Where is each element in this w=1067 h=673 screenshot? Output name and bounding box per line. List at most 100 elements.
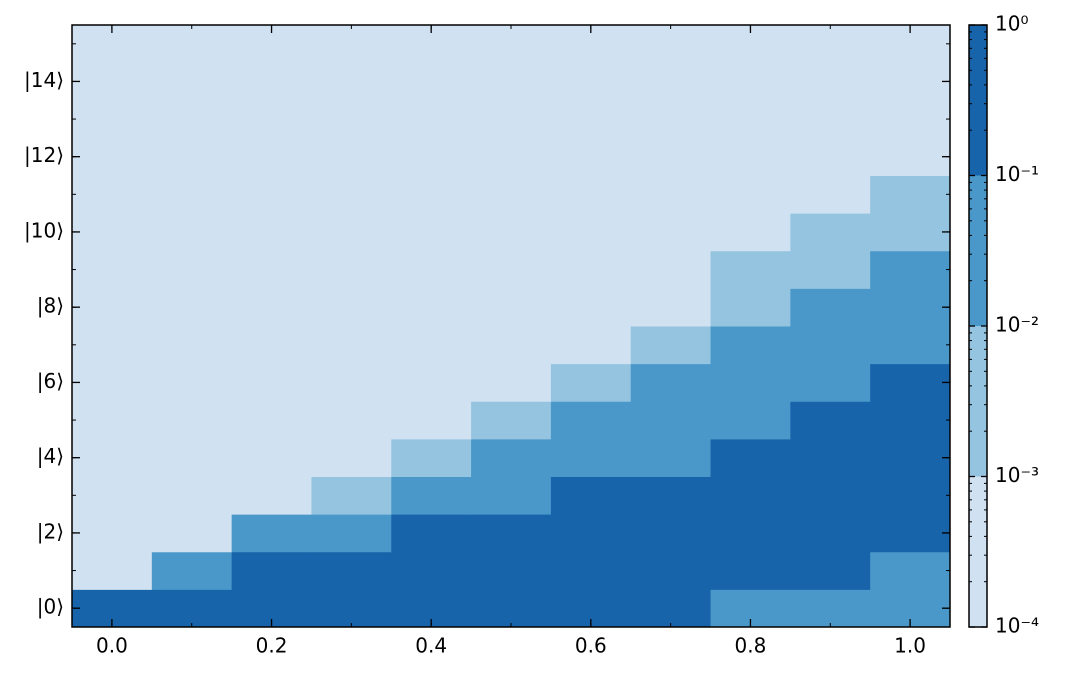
heatmap-cell (311, 363, 392, 402)
heatmap-cell (231, 213, 312, 252)
heatmap-cell (550, 175, 632, 214)
heatmap-cell (870, 175, 951, 214)
heatmap-cell (471, 100, 552, 139)
heatmap-cell (151, 62, 233, 101)
x-tick-label: 0.6 (575, 634, 607, 658)
heatmap-cell (471, 137, 552, 176)
heatmap-cell (710, 288, 791, 327)
heatmap-cell (790, 175, 871, 214)
heatmap-cell (870, 137, 951, 176)
heatmap-cell (630, 363, 712, 402)
heatmap-cell (151, 213, 233, 252)
heatmap-cell (471, 62, 552, 101)
heatmap-cell (630, 137, 712, 176)
heatmap-cell (231, 551, 312, 590)
heatmap-cell (151, 401, 233, 440)
heatmap-cell (710, 62, 791, 101)
heatmap-cell (710, 514, 791, 553)
heatmap-cell (311, 476, 392, 515)
heatmap-cell (630, 438, 712, 477)
heatmap-cell (311, 288, 392, 327)
heatmap-cell (790, 250, 871, 289)
y-tick-label: |0⟩ (37, 595, 64, 619)
heatmap-cell (231, 514, 312, 553)
heatmap-cell (231, 476, 312, 515)
heatmap-cell (550, 363, 632, 402)
heatmap-cell (790, 100, 871, 139)
heatmap-cell (630, 589, 712, 628)
heatmap-cell (471, 213, 552, 252)
heatmap-cell (630, 175, 712, 214)
heatmap-cell (72, 288, 153, 327)
heatmap-cell (710, 551, 791, 590)
heatmap-cell (710, 326, 791, 365)
heatmap-cell (391, 100, 472, 139)
heatmap-cell (151, 589, 233, 628)
heatmap-cell (630, 514, 712, 553)
heatmap-cell (790, 363, 871, 402)
x-tick-label: 0.8 (735, 634, 767, 658)
heatmap-cell (550, 62, 632, 101)
colorbar-segment (969, 326, 987, 477)
heatmap-cell (72, 401, 153, 440)
heatmap-cell (550, 137, 632, 176)
heatmap-cell (311, 551, 392, 590)
heatmap-cell (311, 100, 392, 139)
heatmap-cell (231, 363, 312, 402)
y-tick-label: |6⟩ (37, 369, 64, 393)
heatmap-cell (630, 551, 712, 590)
x-tick-label: 1.0 (894, 634, 926, 658)
heatmap-cell (630, 62, 712, 101)
heatmap-cell (870, 363, 951, 402)
heatmap-cell (870, 288, 951, 327)
heatmap-cell (471, 438, 552, 477)
heatmap-cell (630, 25, 712, 64)
heatmap-cell (471, 401, 552, 440)
heatmap-cell (550, 514, 632, 553)
heatmap-cell (72, 250, 153, 289)
heatmap-cell (870, 213, 951, 252)
heatmap-cell (391, 551, 472, 590)
heatmap-cell (72, 514, 153, 553)
heatmap-cell (550, 326, 632, 365)
y-tick-label: |12⟩ (24, 143, 64, 167)
heatmap-cell (72, 137, 153, 176)
heatmap-cell (630, 213, 712, 252)
heatmap-cell (550, 250, 632, 289)
heatmap-cell (790, 62, 871, 101)
heatmap-cell (870, 551, 951, 590)
heatmap-cell (471, 288, 552, 327)
heatmap-cell (550, 438, 632, 477)
heatmap-cell (870, 514, 951, 553)
heatmap-cell (72, 175, 153, 214)
heatmap-cell (790, 25, 871, 64)
heatmap-cell (311, 62, 392, 101)
heatmap-cell (151, 137, 233, 176)
heatmap-cell (311, 25, 392, 64)
heatmap-cell (151, 363, 233, 402)
colorbar-segment (969, 25, 987, 176)
heatmap-cell (311, 137, 392, 176)
heatmap-cell (72, 551, 153, 590)
heatmap-cell (151, 100, 233, 139)
heatmap-cell (391, 476, 472, 515)
heatmap-cell (630, 326, 712, 365)
heatmap-cell (471, 514, 552, 553)
heatmap-cell (790, 213, 871, 252)
heatmap-cell (151, 514, 233, 553)
x-tick-label: 0.4 (415, 634, 447, 658)
heatmap-cell (311, 514, 392, 553)
heatmap-cell (151, 25, 233, 64)
heatmap-cell (550, 100, 632, 139)
heatmap-cell (151, 476, 233, 515)
heatmap-cell (391, 514, 472, 553)
heatmap-cell (870, 250, 951, 289)
heatmap-cell (710, 100, 791, 139)
heatmap-cell (471, 25, 552, 64)
heatmap-cell (72, 213, 153, 252)
heatmap-cell (72, 438, 153, 477)
heatmap-cell (710, 476, 791, 515)
heatmap-cell (630, 100, 712, 139)
heatmap-cell (471, 589, 552, 628)
